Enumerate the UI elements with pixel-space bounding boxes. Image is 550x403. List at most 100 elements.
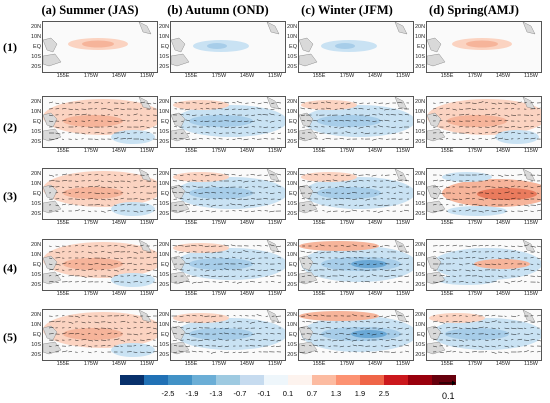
lon-tick-label: 145W [367, 361, 383, 367]
lon-tick-label: 175W [339, 73, 355, 79]
lat-tick-label: 10N [159, 322, 170, 328]
colorbar-tick-label: -1.9 [185, 389, 199, 398]
lat-tick-label: EQ [33, 44, 41, 50]
colorbar-tick-label: 0.1 [282, 389, 294, 398]
lat-tick-label: 20S [31, 352, 41, 358]
lon-tick-label: 115W [396, 361, 410, 367]
lon-tick-label: 115W [140, 73, 154, 79]
lon-tick-label: 145W [111, 291, 127, 297]
map-panel-r4-c3: 20N 10N EQ 10S 20S 155E 175W 145W 115W [287, 239, 414, 297]
column-title-winter: (c) Winter (JFM) [301, 3, 393, 17]
map-panel-r4-c2: 20N 10N EQ 10S 20S 155E 175W 145W 115W [159, 239, 286, 297]
map-plot [426, 21, 542, 73]
map-panel-r5-c2: 20N 10N EQ 10S 20S 155E 175W 145W 115W [159, 309, 286, 367]
lon-tick-label: 155E [56, 73, 70, 79]
lon-tick-label: 175W [339, 291, 355, 297]
lat-tick-label: EQ [289, 44, 297, 50]
colorbar-tick-label: 2.5 [378, 389, 390, 398]
lat-tick-label: 20S [415, 211, 425, 217]
lat-tick-label: EQ [289, 191, 297, 197]
lat-tick-label: EQ [289, 262, 297, 268]
map-plot [170, 21, 286, 73]
lon-tick-label: 145W [367, 148, 383, 154]
lat-tick-label: 10N [31, 109, 42, 115]
lat-tick-label: 10S [415, 201, 425, 207]
lat-tick-label: 10N [415, 322, 426, 328]
map-panel-r4-c4: 20N 10N EQ 10S 20S 155E 175W 145W 115W [415, 239, 542, 297]
map-plot [170, 309, 286, 361]
map-panel-r5-c3: 20N 10N EQ 10S 20S 155E 175W 145W 115W [287, 309, 414, 367]
lat-tick-label: 10N [415, 252, 426, 258]
lon-tick-label: 155E [440, 291, 454, 297]
lon-tick-label: 155E [56, 148, 70, 154]
lat-tick-label: 20N [31, 171, 42, 177]
lon-tick-label: 115W [268, 148, 282, 154]
lat-tick-label: 10N [287, 181, 298, 187]
lon-tick-label: 175W [211, 220, 227, 226]
colorbar-segment [264, 375, 288, 385]
map-panel-r3-c3: 20N 10N EQ 10S 20S 155E 175W 145W 115W [287, 168, 414, 226]
lat-tick-label: 10N [415, 34, 426, 40]
lat-tick-label: 20S [415, 282, 425, 288]
lat-tick-label: 20N [287, 312, 298, 318]
lat-tick-label: 10N [287, 34, 298, 40]
lat-tick-label: 10S [287, 342, 297, 348]
lat-tick-label: 10S [31, 129, 41, 135]
lon-tick-label: 145W [495, 291, 511, 297]
lon-tick-label: 145W [367, 73, 383, 79]
lon-tick-label: 175W [83, 148, 99, 154]
map-plot [426, 168, 542, 220]
lat-tick-label: 20S [31, 139, 41, 145]
lon-tick-label: 115W [524, 148, 538, 154]
lat-tick-label: 10N [31, 252, 42, 258]
lat-tick-label: 20N [31, 99, 42, 105]
lat-tick-label: 10N [159, 34, 170, 40]
map-plot [426, 309, 542, 361]
lon-tick-label: 175W [83, 220, 99, 226]
lon-tick-label: 115W [524, 291, 538, 297]
reference-arrow-icon [439, 380, 456, 386]
map-plot [170, 96, 286, 148]
lat-tick-label: EQ [161, 262, 169, 268]
lat-tick-label: 10N [31, 181, 42, 187]
map-panel-r1-c2: 20N 10N EQ 10S 20S 155E 175W 145W 115W [159, 21, 286, 79]
lat-tick-label: 20S [287, 211, 297, 217]
lon-tick-label: 145W [111, 361, 127, 367]
lat-tick-label: 20N [415, 242, 426, 248]
colorbar-tick-label: -0.1 [257, 389, 271, 398]
lat-tick-label: 10S [159, 272, 169, 278]
colorbar-segment [384, 375, 408, 385]
colorbar-tick-label: -2.5 [161, 389, 175, 398]
map-plot [426, 96, 542, 148]
lon-tick-label: 115W [524, 220, 538, 226]
lat-tick-label: 20S [287, 64, 297, 70]
colorbar-tick-label: 1.9 [354, 389, 366, 398]
map-panel-r5-c1: 20N 10N EQ 10S 20S 155E 175W 145W 115W [31, 309, 158, 367]
lat-tick-label: 10S [287, 201, 297, 207]
map-plot [170, 168, 286, 220]
column-title-summer: (a) Summer (JAS) [41, 3, 139, 17]
lon-tick-label: 175W [83, 73, 99, 79]
lat-tick-label: 20S [31, 282, 41, 288]
lat-tick-label: 10S [415, 54, 425, 60]
lon-tick-label: 115W [524, 361, 538, 367]
colorbar-segment [144, 375, 168, 385]
map-plot [42, 239, 158, 291]
lon-tick-label: 115W [268, 220, 282, 226]
lon-tick-label: 145W [239, 361, 255, 367]
lon-tick-label: 115W [396, 148, 410, 154]
lat-tick-label: 20S [159, 282, 169, 288]
lat-tick-label: 10S [159, 342, 169, 348]
row-label-4: (4) [3, 261, 17, 275]
row-label-2: (2) [3, 120, 17, 134]
lon-tick-label: 175W [467, 220, 483, 226]
lon-tick-label: 115W [140, 220, 154, 226]
lat-tick-label: 10N [31, 322, 42, 328]
colorbar-segment [360, 375, 384, 385]
map-plot [298, 239, 414, 291]
map-panel-r3-c1: 20N 10N EQ 10S 20S 155E 175W 145W 115W [31, 168, 158, 226]
lat-tick-label: 20N [415, 24, 426, 30]
column-title-spring: (d) Spring(AMJ) [429, 3, 519, 17]
colorbar-segment [216, 375, 240, 385]
lon-tick-label: 155E [184, 220, 198, 226]
